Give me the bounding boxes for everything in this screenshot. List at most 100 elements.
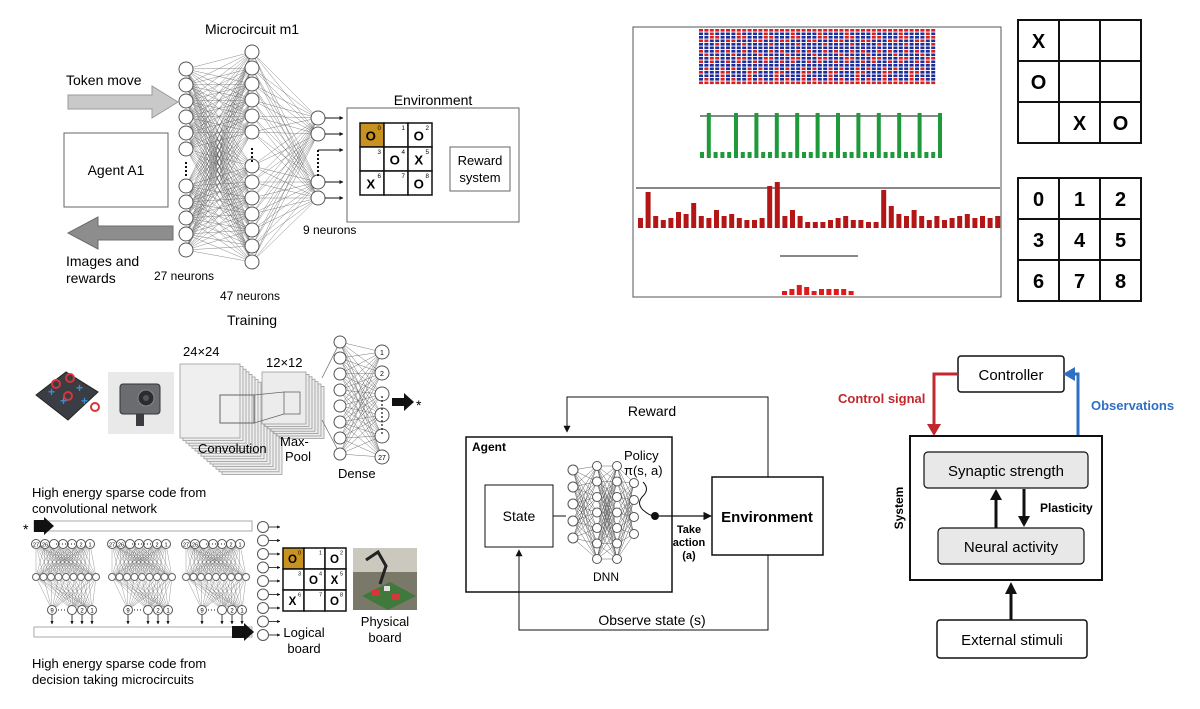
raster-spike: [877, 60, 882, 64]
raster-spike: [920, 64, 925, 67]
output-node-column: [257, 521, 281, 641]
raster-spike: [736, 53, 741, 57]
dnn-output-neuron: [629, 529, 639, 539]
raster-spike: [871, 67, 876, 71]
synapse-line: [111, 543, 143, 578]
bar: [660, 220, 666, 228]
dnn-label: DNN: [593, 570, 619, 584]
raster-spike: [780, 32, 784, 36]
synapse-line: [44, 543, 52, 578]
raster-spike: [715, 60, 720, 64]
raster-spike: [817, 50, 822, 53]
raster-spike: [915, 74, 919, 78]
hidden-neuron: [219, 573, 228, 581]
bar: [835, 218, 841, 228]
synapse-line: [185, 131, 253, 150]
raster-spike: [855, 57, 860, 60]
raster-spike: [774, 53, 779, 57]
input-neuron: [178, 61, 194, 77]
board-mark: O: [414, 128, 424, 143]
bar: [740, 152, 745, 158]
synapse-line: [339, 351, 383, 407]
raster-spike: [747, 43, 752, 46]
synapse-line: [44, 543, 59, 578]
raster-spike: [736, 36, 741, 39]
raster-spike: [807, 78, 811, 81]
synapse-line: [185, 165, 253, 251]
cell-index: 2: [340, 550, 343, 556]
raster-spike: [785, 39, 790, 43]
raster-spike: [785, 57, 790, 60]
raster-spike: [931, 60, 936, 64]
raster-spike: [861, 50, 865, 53]
board-cell: [407, 170, 433, 196]
input-neuron: [178, 125, 194, 141]
raster-spike: [774, 60, 779, 64]
board-mark: O: [330, 554, 339, 566]
synapse-line: [221, 543, 224, 578]
bar: [829, 152, 834, 158]
synapse-line: [126, 576, 169, 611]
synapse-line: [185, 67, 253, 150]
input-neuron: [178, 141, 194, 157]
raster-spike: [807, 53, 811, 57]
raster-spike: [753, 53, 757, 57]
controller-panel: Controller Control signal Observations S…: [838, 355, 1174, 659]
raster-spike: [904, 67, 909, 71]
neuron-index: 2: [79, 543, 82, 549]
microcircuit-title: Microcircuit m1: [205, 21, 299, 37]
board-frame: [1017, 19, 1142, 144]
raster-spike: [774, 64, 779, 67]
hidden-neuron: [244, 44, 260, 60]
synapse-line: [120, 543, 135, 578]
neuron-index: 1: [164, 543, 167, 549]
raster-spike: [774, 29, 779, 32]
synapse-line: [35, 543, 44, 578]
synapse-line: [251, 133, 319, 263]
raster-spike: [720, 71, 725, 74]
raster-spike: [817, 32, 822, 36]
bar: [904, 152, 908, 158]
raster-spike: [898, 67, 903, 71]
synapse-line: [88, 543, 91, 578]
synapse-line: [185, 99, 253, 150]
bar: [645, 192, 651, 228]
raster-spike: [720, 43, 725, 46]
bar: [924, 152, 929, 158]
raster-spike: [844, 71, 849, 74]
raster-spike: [909, 46, 914, 50]
raster-spike: [909, 67, 914, 71]
synapse-line: [572, 496, 598, 522]
raster-spike: [699, 39, 703, 43]
synapse-line: [126, 543, 158, 578]
bar: [788, 152, 793, 158]
raster-spike: [920, 71, 925, 74]
raster-spike: [898, 43, 903, 46]
raster-spike: [704, 57, 709, 60]
raster-spike: [742, 29, 747, 32]
synapse-line: [50, 543, 91, 578]
raster-spike: [817, 36, 822, 39]
raster-spike: [839, 74, 844, 78]
raster-spike: [780, 39, 784, 43]
agent-label: Agent: [472, 440, 506, 454]
raster-spike: [812, 78, 817, 81]
synapse-line: [50, 576, 73, 611]
raster-spike: [898, 39, 903, 43]
raster-spike: [893, 64, 898, 67]
raster-spike: [839, 71, 844, 74]
synapse-line: [596, 465, 618, 513]
raster-spike: [736, 81, 741, 85]
synapse-line: [215, 576, 243, 611]
raster-spike: [834, 81, 838, 85]
raster-spike: [796, 32, 801, 36]
board-mark: O: [366, 128, 376, 143]
raster-spike: [709, 81, 714, 85]
reward-system-box: [449, 146, 511, 192]
raster-spike: [736, 29, 741, 32]
raster-spike: [812, 57, 817, 60]
raster-spike: [834, 78, 838, 81]
raster-spike: [742, 32, 747, 36]
synapse-line: [43, 576, 53, 611]
raster-spike: [828, 53, 833, 57]
